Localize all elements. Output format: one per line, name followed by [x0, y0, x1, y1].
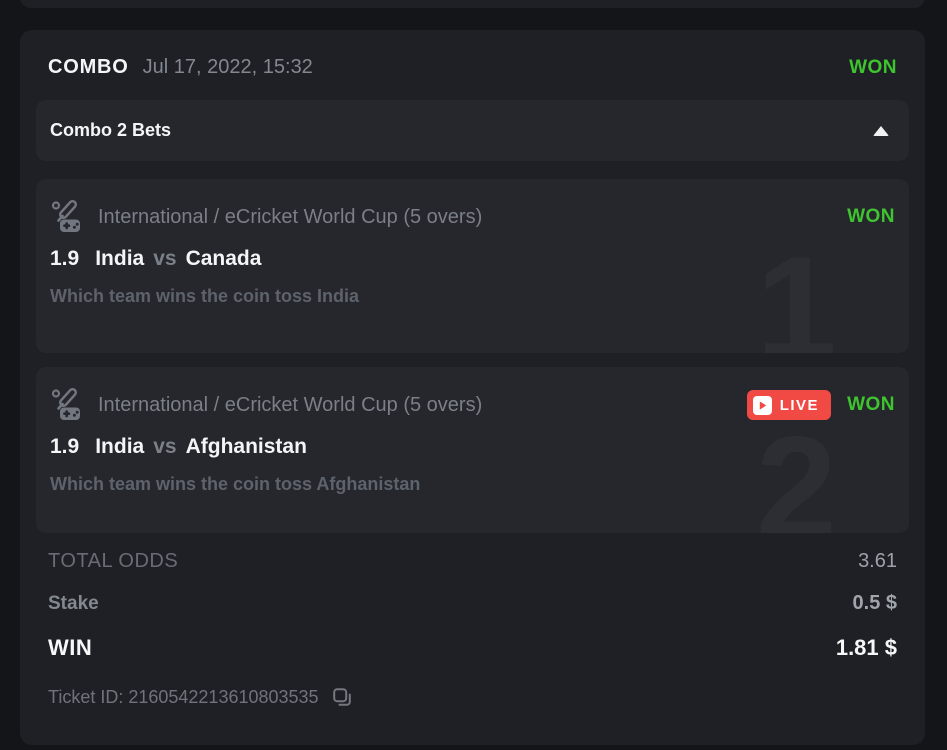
- total-odds-value: 3.61: [858, 550, 897, 572]
- event-category: International / eCricket World Cup (5 ov…: [98, 205, 483, 228]
- win-label: WIN: [48, 635, 93, 660]
- bet-status-badge: WON: [847, 206, 895, 227]
- bet-number-watermark: 1: [755, 226, 837, 354]
- stake-label: Stake: [48, 592, 99, 614]
- play-icon: [752, 395, 772, 415]
- chevron-up-icon[interactable]: [873, 125, 889, 136]
- bet-datetime: Jul 17, 2022, 15:32: [142, 56, 313, 78]
- bet-odds: 1.9: [50, 247, 80, 270]
- vs-label: vs: [153, 247, 177, 270]
- live-badge: LIVE: [746, 390, 832, 420]
- bet-card-1: 1 International / eCricket World Cup (5 …: [36, 179, 909, 353]
- team-away: Canada: [185, 247, 262, 270]
- bet-number-watermark: 2: [755, 406, 837, 534]
- team-home: India: [95, 247, 145, 270]
- market-description: Which team wins the coin toss India: [50, 286, 360, 306]
- cricket-esports-icon: [51, 200, 80, 232]
- live-badge-label: LIVE: [779, 396, 820, 414]
- ticket-summary: TOTAL ODDS 3.61 Stake 0.5 $ WIN 1.81 $ T…: [48, 550, 897, 710]
- win-value: 1.81 $: [835, 635, 897, 660]
- ticket-status-badge: WON: [849, 56, 897, 78]
- bet-card-2: 2 International / eCricket World Cup (5 …: [36, 367, 909, 533]
- ticket-id-text: Ticket ID: 2160542213610803535: [48, 686, 319, 707]
- previous-ticket-card-edge: [20, 0, 925, 8]
- team-home: India: [95, 435, 145, 458]
- bet-type-label: COMBO: [48, 56, 129, 78]
- copy-ticket-id-button[interactable]: [329, 684, 355, 710]
- team-away: Afghanistan: [185, 435, 307, 458]
- vs-label: vs: [153, 435, 177, 458]
- total-odds-label: TOTAL ODDS: [48, 550, 179, 572]
- ticket-header: COMBO Jul 17, 2022, 15:32 WON: [48, 56, 897, 79]
- stake-value: 0.5 $: [852, 592, 897, 614]
- cricket-esports-icon: [51, 388, 80, 420]
- bet-status-badge: WON: [847, 394, 895, 415]
- copy-icon: [332, 688, 351, 706]
- ticket-card: COMBO Jul 17, 2022, 15:32 WON Combo 2 Be…: [20, 30, 925, 745]
- market-description: Which team wins the coin toss Afghanista…: [50, 474, 421, 494]
- combo-collapse-bar[interactable]: Combo 2 Bets: [36, 100, 909, 161]
- combo-bets-label: Combo 2 Bets: [50, 120, 172, 140]
- bet-odds: 1.9: [50, 435, 80, 458]
- event-category: International / eCricket World Cup (5 ov…: [98, 393, 483, 416]
